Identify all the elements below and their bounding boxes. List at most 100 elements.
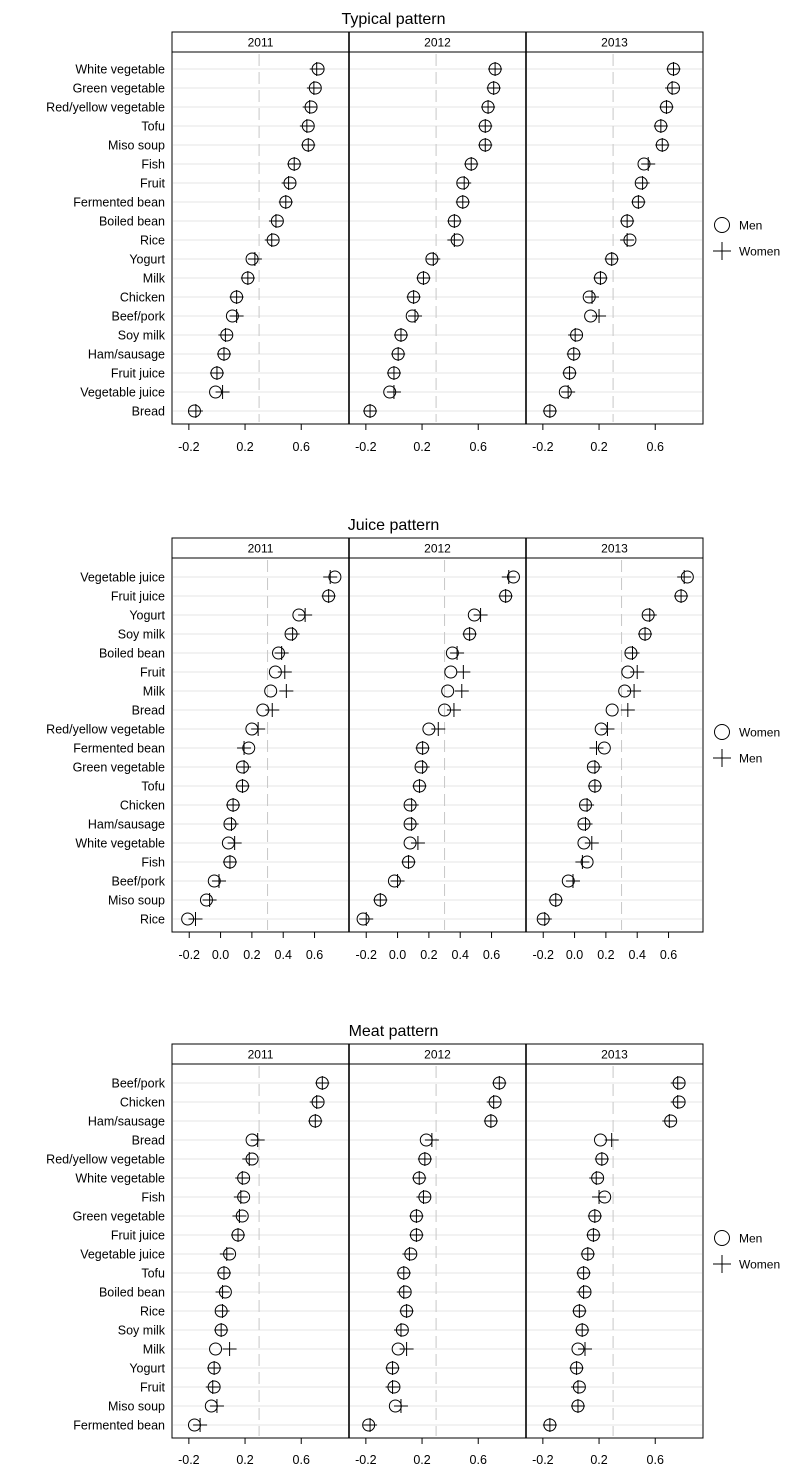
- panel-2013: 2013 -0.2 0.2 0.6: [525, 1043, 704, 1467]
- point-plus: [237, 760, 252, 774]
- category-label: Chicken: [120, 1096, 165, 1110]
- legend-label: Women: [739, 726, 780, 740]
- panel-label: 2011: [248, 542, 274, 556]
- point-plus: [399, 1342, 414, 1356]
- point-plus: [565, 874, 580, 888]
- category-label: Red/yellow vegetable: [46, 723, 165, 737]
- point-plus: [302, 100, 317, 114]
- point-plus: [641, 157, 656, 171]
- x-tick-label: 0.2: [236, 440, 253, 454]
- x-tick-label: -0.2: [178, 1453, 200, 1467]
- panel-2011: 2011 -0.2 0.0 0.2 0.4 0.6: [171, 537, 350, 962]
- x-tick-label: -0.2: [355, 440, 377, 454]
- point-plus: [417, 1152, 432, 1166]
- point-plus: [298, 608, 313, 622]
- point-plus: [404, 817, 419, 831]
- point-plus: [409, 1209, 424, 1223]
- x-tick-label: 0.2: [236, 1453, 253, 1467]
- category-label: Soy milk: [118, 1324, 166, 1338]
- point-plus: [226, 798, 241, 812]
- x-tick-label: 0.2: [243, 948, 260, 962]
- point-plus: [299, 119, 314, 133]
- panel-label: 2013: [601, 36, 628, 50]
- point-plus: [486, 1095, 501, 1109]
- legend-plus-icon: [713, 1255, 731, 1273]
- point-plus: [408, 309, 423, 323]
- point-plus: [412, 779, 427, 793]
- point-plus: [431, 722, 446, 736]
- point-plus: [481, 100, 496, 114]
- point-plus: [426, 252, 441, 266]
- point-plus: [309, 62, 324, 76]
- category-label: Fruit juice: [111, 1229, 165, 1243]
- legend-label: Women: [739, 1258, 780, 1272]
- point-plus: [537, 912, 552, 926]
- point-plus: [542, 1418, 557, 1432]
- panel-label: 2011: [248, 1048, 274, 1062]
- category-label: Ham/sausage: [88, 348, 165, 362]
- category-label: Green vegetable: [73, 82, 165, 96]
- legend-circle-icon: [714, 217, 730, 233]
- point-plus: [592, 309, 607, 323]
- category-label: Fish: [141, 856, 165, 870]
- category-label: Red/yellow vegetable: [46, 1153, 165, 1167]
- point-plus: [566, 347, 581, 361]
- point-plus: [404, 798, 419, 812]
- x-tick-label: 0.6: [470, 440, 487, 454]
- category-label: Milk: [143, 685, 166, 699]
- point-plus: [575, 855, 590, 869]
- point-plus: [385, 1380, 400, 1394]
- point-plus: [396, 1266, 411, 1280]
- point-plus: [250, 1133, 265, 1147]
- point-plus: [569, 1361, 584, 1375]
- point-plus: [584, 836, 599, 850]
- point-plus: [321, 589, 336, 603]
- point-plus: [373, 893, 388, 907]
- point-plus: [662, 1114, 677, 1128]
- legend-label: Women: [739, 245, 780, 259]
- point-plus: [399, 1304, 414, 1318]
- point-plus: [323, 570, 338, 584]
- point-plus: [215, 1285, 230, 1299]
- point-plus: [456, 665, 471, 679]
- point-plus: [232, 1209, 247, 1223]
- point-plus: [287, 157, 302, 171]
- point-plus: [446, 703, 461, 717]
- point-plus: [592, 1190, 607, 1204]
- point-plus: [638, 627, 653, 641]
- category-label: Milk: [143, 1343, 166, 1357]
- point-plus: [279, 684, 294, 698]
- category-label: Chicken: [120, 799, 165, 813]
- point-plus: [268, 214, 283, 228]
- panel-label: 2013: [601, 542, 628, 556]
- x-tick-label: -0.2: [532, 1453, 554, 1467]
- point-plus: [576, 1266, 591, 1280]
- point-plus: [265, 703, 280, 717]
- chart-title: Juice pattern: [348, 517, 440, 534]
- chart-title: Meat pattern: [349, 1023, 439, 1040]
- point-plus: [393, 1323, 408, 1337]
- category-label: Beef/pork: [111, 875, 165, 889]
- x-tick-label: -0.2: [355, 948, 377, 962]
- point-plus: [218, 328, 233, 342]
- point-plus: [653, 119, 668, 133]
- point-plus: [488, 62, 503, 76]
- point-plus: [455, 195, 470, 209]
- x-tick-label: 0.6: [660, 948, 677, 962]
- panel-2012: 2012 -0.2 0.2 0.6: [348, 31, 527, 454]
- point-plus: [227, 836, 242, 850]
- point-plus: [580, 798, 595, 812]
- panel-label: 2013: [601, 1048, 628, 1062]
- point-circle: [264, 684, 278, 698]
- point-plus: [386, 385, 401, 399]
- point-plus: [402, 1247, 417, 1261]
- category-label: Fruit juice: [111, 367, 165, 381]
- x-tick-label: 0.6: [647, 440, 664, 454]
- point-plus: [578, 1342, 592, 1356]
- category-label: White vegetable: [75, 63, 165, 77]
- x-tick-label: 0.2: [590, 440, 607, 454]
- point-plus: [570, 1380, 585, 1394]
- point-plus: [308, 1114, 323, 1128]
- point-plus: [600, 722, 615, 736]
- point-plus: [247, 252, 262, 266]
